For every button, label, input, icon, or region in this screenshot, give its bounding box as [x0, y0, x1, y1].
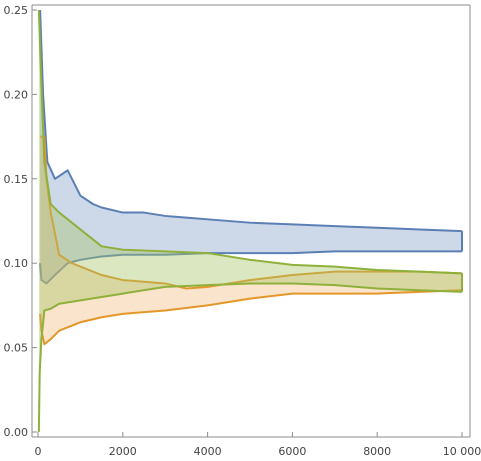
axes-layer [31, 4, 471, 438]
x-tick-label: 2000 [109, 445, 137, 458]
y-tick-label: 0.05 [4, 342, 29, 355]
band-0-upper-line [39, 9, 463, 233]
band-2-lower-line [37, 282, 463, 433]
x-tick-label: 10 000 [443, 445, 481, 458]
x-tick-label: 8000 [363, 445, 391, 458]
band-2-upper-line [37, 9, 463, 275]
bands-layer [37, 9, 463, 433]
band-fill-0 [40, 10, 463, 284]
x-tick-label: 4000 [194, 445, 222, 458]
y-ticks: 0.00 0.05 0.10 0.15 0.20 0.25 [4, 4, 37, 439]
x-ticks: 0 2000 4000 6000 8000 10 000 [35, 432, 481, 458]
y-tick-label: 0.15 [4, 173, 29, 186]
y-tick-label: 0.10 [4, 257, 29, 270]
band-fill-1 [40, 136, 463, 345]
x-tick-label: 0 [35, 445, 42, 458]
band-1-lower-line [39, 289, 463, 346]
y-tick-label: 0.00 [4, 426, 29, 439]
band-0-lower-line [39, 250, 462, 285]
y-tick-label: 0.20 [4, 88, 29, 101]
band-1-upper-line [40, 135, 463, 290]
y-tick-label: 0.25 [4, 4, 29, 17]
x-tick-label: 6000 [278, 445, 306, 458]
